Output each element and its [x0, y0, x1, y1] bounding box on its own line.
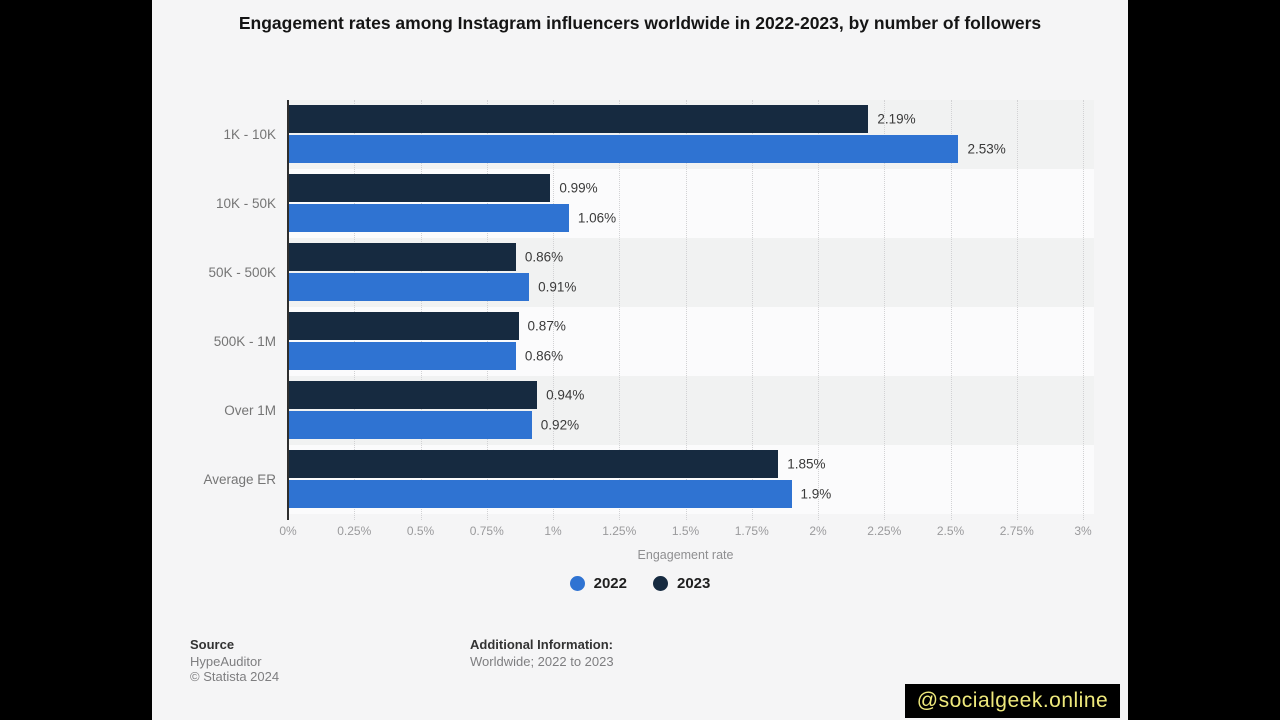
legend-dot-2022 [569, 576, 585, 591]
tick-label: 2% [809, 524, 827, 538]
value-label: 2.19% [877, 111, 916, 127]
x-axis-tick-labels: 0% 0.25% 0.5% 0.75% 1% 1.25% 1.5% 1.75% 2% 2.25% 2… [279, 524, 1091, 540]
source-heading: Source [190, 637, 235, 652]
gridline [1083, 100, 1084, 520]
bar-2022 [288, 273, 530, 301]
category-label: Over 1M [224, 403, 276, 418]
bar-2022 [288, 204, 569, 232]
tick-label: 1.75% [734, 524, 769, 538]
bar-2023 [288, 174, 551, 202]
value-label: 0.94% [546, 387, 585, 403]
value-label: 1.9% [800, 486, 832, 502]
tick-label: 3% [1074, 524, 1092, 538]
bar-2022 [288, 411, 532, 439]
additional-info-line: Worldwide; 2022 to 2023 [470, 654, 614, 669]
legend-item-2023: 2023 [653, 575, 710, 592]
category-label: 1K - 10K [223, 127, 276, 142]
tick-label: 1% [544, 524, 562, 538]
tick-label: 1.5% [671, 524, 700, 538]
tick-label: 1.25% [602, 524, 637, 538]
tick-label: 0.75% [469, 524, 504, 538]
bar-2022 [288, 135, 959, 163]
bar-2023 [288, 243, 516, 271]
tick-label: 2.5% [936, 524, 965, 538]
value-label: 0.86% [524, 249, 564, 265]
category-label: 50K - 500K [208, 265, 276, 280]
legend-label-2023: 2023 [677, 575, 711, 592]
value-label: 1.85% [787, 456, 826, 472]
plot-area: 2.19% 2.53% 0.99% 1.06% 0.86% 0.91% 0.87% 0.86%… [288, 100, 1094, 520]
value-label: 0.92% [540, 417, 580, 433]
bar-2023 [288, 450, 779, 478]
bar-2023 [288, 381, 538, 409]
value-label: 0.91% [538, 279, 577, 295]
gridline [486, 100, 488, 520]
source-block: Source HypeAuditor © Statista 2024 [190, 637, 279, 684]
legend-dot-2023 [653, 576, 668, 591]
gridline [354, 100, 356, 520]
value-label: 1.06% [577, 210, 617, 226]
value-label: 0.87% [527, 318, 566, 334]
bar-2023 [288, 105, 869, 133]
gridline [420, 100, 422, 520]
tick-label: 0.5% [406, 524, 435, 538]
legend-item-2022: 2022 [569, 575, 627, 592]
category-axis-labels: 1K - 10K 10K - 50K 50K - 500K 500K - 1M Over… [152, 100, 276, 514]
category-label: 10K - 50K [215, 196, 276, 211]
gridline [685, 100, 687, 520]
additional-info-block: Additional Information: Worldwide; 2022 … [470, 637, 614, 669]
bar-2022 [288, 342, 516, 370]
legend-label-2022: 2022 [593, 575, 627, 592]
tick-label: 0.25% [337, 524, 372, 538]
value-label: 0.99% [559, 180, 598, 196]
source-name: HypeAuditor [190, 654, 262, 669]
tick-label: 2.75% [999, 524, 1034, 538]
legend: 2022 2023 [152, 575, 1128, 592]
gridline [1016, 100, 1018, 520]
watermark-badge: @socialgeek.online [905, 684, 1120, 718]
watermark-text: @socialgeek.online [916, 689, 1109, 712]
value-label: 2.53% [967, 141, 1006, 157]
y-axis-baseline [287, 100, 289, 520]
chart-card: Engagement rates among Instagram influen… [152, 0, 1128, 720]
gridline [751, 100, 753, 520]
tick-label: 2.25% [867, 524, 902, 538]
category-label: 500K - 1M [213, 334, 276, 349]
chart-title: Engagement rates among Instagram influen… [238, 13, 1042, 33]
gridline [553, 100, 554, 520]
bar-2023 [288, 312, 519, 340]
copyright: © Statista 2024 [190, 669, 280, 684]
additional-info-heading: Additional Information: [470, 637, 613, 652]
x-axis-title: Engagement rate [637, 548, 734, 562]
tick-label: 0% [279, 524, 297, 538]
gridline [950, 100, 952, 520]
gridline [884, 100, 886, 520]
gridline [619, 100, 621, 520]
value-label: 0.86% [524, 348, 564, 364]
category-label: Average ER [203, 472, 276, 487]
bar-2022 [288, 480, 792, 508]
gridline [818, 100, 819, 520]
